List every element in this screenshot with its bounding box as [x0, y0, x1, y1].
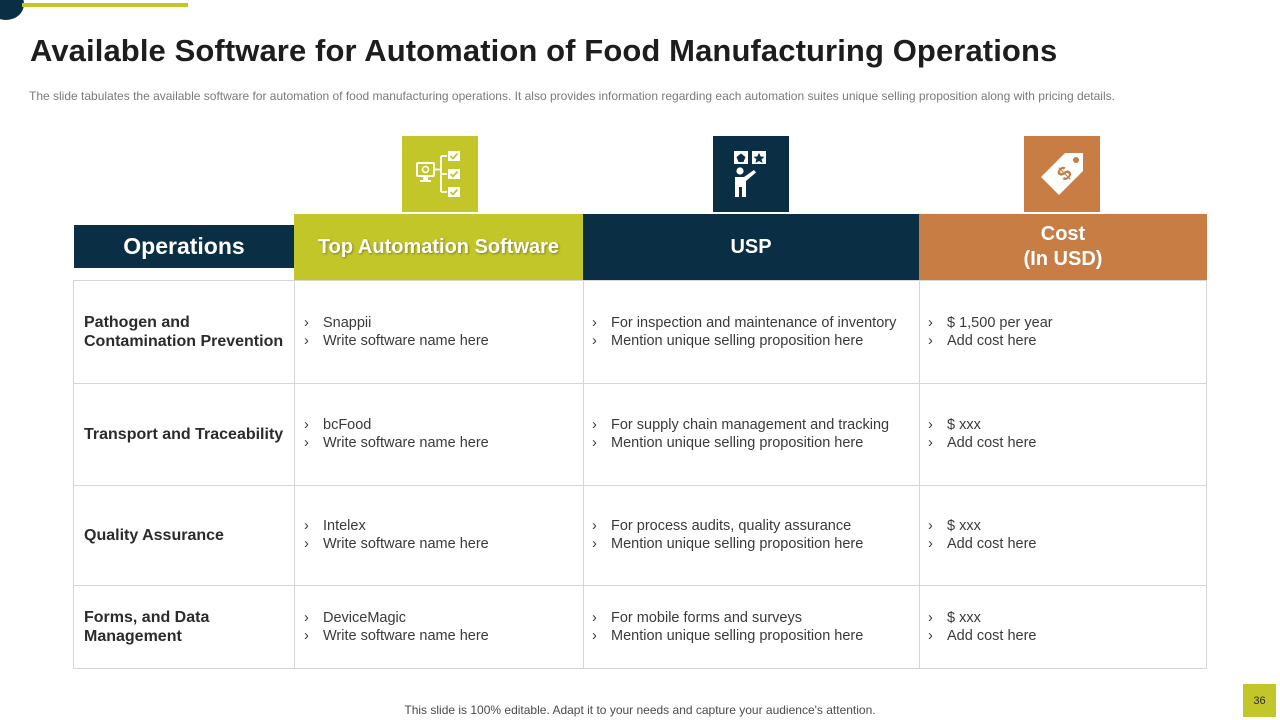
software-table: Pathogen and Contamination Prevention Sn… — [73, 280, 1207, 669]
operation-label: Pathogen and Contamination Prevention — [84, 314, 284, 350]
table-row-2-cost: $ xxxAdd cost here — [928, 383, 1203, 485]
list-item: Write software name here — [304, 434, 489, 452]
header-cost: Cost (In USD) — [919, 214, 1207, 280]
list-item: Write software name here — [304, 332, 489, 350]
header-cost-unit: (In USD) — [1023, 248, 1103, 270]
table-row-1-usp: For inspection and maintenance of invent… — [592, 281, 917, 383]
table-row-3-software: IntelexWrite software name here — [304, 485, 579, 585]
table-row-4-cost: $ xxxAdd cost here — [928, 585, 1203, 669]
table-row-1-software: SnappiiWrite software name here — [304, 281, 579, 383]
table-row-1-cost: $ 1,500 per yearAdd cost here — [928, 281, 1203, 383]
presenter-board-icon — [734, 151, 766, 197]
column-divider — [583, 281, 584, 668]
list-item: bcFood — [304, 416, 489, 434]
list-item: Intelex — [304, 517, 489, 535]
usp-icon-tile — [713, 136, 789, 212]
flowchart-checklist-icon — [416, 151, 460, 197]
list-item: For inspection and maintenance of invent… — [592, 314, 896, 332]
column-divider — [294, 281, 295, 668]
list-item: For supply chain management and tracking — [592, 416, 889, 434]
row-divider — [74, 383, 1206, 384]
header-usp: USP — [583, 214, 919, 280]
list-item: Add cost here — [928, 332, 1053, 350]
footer-note: This slide is 100% editable. Adapt it to… — [404, 703, 876, 717]
row-divider — [74, 585, 1206, 586]
table-row-2-operation: Transport and Traceability — [84, 383, 289, 485]
operation-label: Transport and Traceability — [84, 425, 284, 443]
cost-icon-tile: $ — [1024, 136, 1100, 212]
table-row-4-usp: For mobile forms and surveysMention uniq… — [592, 585, 917, 669]
header-cost-label: Cost — [1040, 223, 1086, 245]
list-item: Mention unique selling proposition here — [592, 332, 896, 350]
table-row-3-cost: $ xxxAdd cost here — [928, 485, 1203, 585]
table-row-2-software: bcFoodWrite software name here — [304, 383, 579, 485]
list-item: Add cost here — [928, 535, 1036, 553]
list-item: Write software name here — [304, 627, 489, 645]
slide-subtitle: The slide tabulates the available softwa… — [29, 89, 1115, 103]
list-item: $ xxx — [928, 416, 1036, 434]
list-item: Write software name here — [304, 535, 489, 553]
row-divider — [74, 485, 1206, 486]
list-item: Add cost here — [928, 434, 1036, 452]
list-item: $ 1,500 per year — [928, 314, 1053, 332]
table-row-1-operation: Pathogen and Contamination Prevention — [84, 281, 289, 383]
column-divider — [919, 281, 920, 668]
list-item: Mention unique selling proposition here — [592, 627, 863, 645]
page-number-badge: 36 — [1243, 684, 1276, 717]
list-item: Mention unique selling proposition here — [592, 535, 863, 553]
operation-label: Quality Assurance — [84, 526, 224, 544]
header-software: Top Automation Software — [294, 214, 583, 280]
list-item: Add cost here — [928, 627, 1036, 645]
table-row-2-usp: For supply chain management and tracking… — [592, 383, 917, 485]
table-row-4-software: DeviceMagicWrite software name here — [304, 585, 579, 669]
list-item: $ xxx — [928, 517, 1036, 535]
list-item: For process audits, quality assurance — [592, 517, 863, 535]
table-row-3-operation: Quality Assurance — [84, 485, 289, 585]
corner-circle-decoration — [0, 0, 24, 20]
list-item: For mobile forms and surveys — [592, 609, 863, 627]
header-operations: Operations — [74, 225, 294, 268]
accent-bar-decoration — [22, 3, 188, 7]
software-icon-tile — [402, 136, 478, 212]
slide-title: Available Software for Automation of Foo… — [30, 33, 1058, 68]
price-tag-dollar-icon: $ — [1041, 153, 1083, 195]
list-item: DeviceMagic — [304, 609, 489, 627]
table-row-3-usp: For process audits, quality assuranceMen… — [592, 485, 917, 585]
list-item: $ xxx — [928, 609, 1036, 627]
list-item: Mention unique selling proposition here — [592, 434, 889, 452]
table-row-4-operation: Forms, and Data Management — [84, 585, 289, 669]
list-item: Snappii — [304, 314, 489, 332]
operation-label: Forms, and Data Management — [84, 609, 210, 645]
